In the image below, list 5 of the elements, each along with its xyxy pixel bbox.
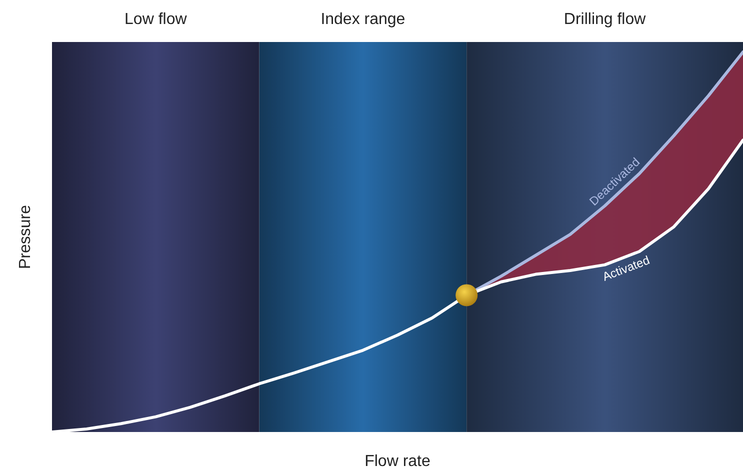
text: Drilling flow xyxy=(564,11,646,28)
text: Low flow xyxy=(124,11,188,28)
x-axis-title: Flow rate xyxy=(364,453,430,470)
text: Index range xyxy=(320,11,406,28)
y-axis-title: Pressure xyxy=(17,204,34,270)
